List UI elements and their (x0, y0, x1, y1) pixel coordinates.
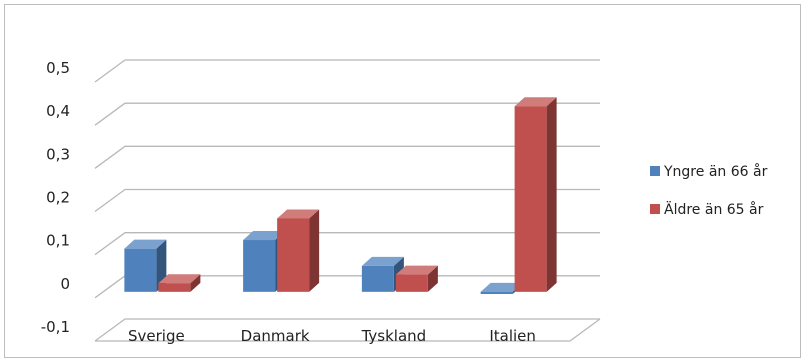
x-tick-label: Sverige (128, 327, 185, 345)
x-tick-label: Italien (489, 327, 536, 345)
bar-side (427, 265, 438, 292)
bar-side (309, 209, 320, 292)
bar-top (124, 239, 167, 249)
x-tick-label: Tyskland (361, 327, 427, 345)
y-tick-label: 0,5 (46, 59, 70, 77)
bar-top (277, 209, 320, 219)
gridline (94, 102, 600, 126)
y-tick-label: -0,1 (41, 318, 70, 336)
bar (395, 274, 428, 292)
legend-swatch (650, 166, 660, 176)
bar-top (395, 265, 438, 275)
y-tick-label: 0,4 (46, 102, 70, 120)
legend-swatch (650, 204, 660, 214)
bar-side (546, 97, 557, 292)
y-tick-label: 0,1 (46, 232, 70, 250)
gridline (94, 59, 600, 83)
bar (480, 291, 513, 294)
bar (277, 218, 310, 292)
bar-top (480, 282, 523, 292)
legend-entry: Äldre än 65 år (664, 200, 764, 218)
bar-top (361, 256, 404, 266)
bar-top (514, 97, 557, 107)
bar-side (190, 274, 201, 292)
bar-top (243, 231, 286, 241)
legend-entry: Yngre än 66 år (663, 163, 768, 180)
gridline (94, 145, 600, 169)
bar (361, 265, 394, 292)
gridline (94, 188, 600, 213)
y-tick-label: 0,2 (46, 189, 70, 207)
bar (243, 240, 276, 292)
floor-edge (95, 318, 601, 342)
gridline (94, 318, 600, 342)
bar (158, 283, 191, 292)
x-tick-label: Danmark (241, 327, 310, 345)
gridline (94, 232, 600, 256)
y-tick-label: 0,3 (46, 145, 70, 163)
y-tick-label: 0 (60, 275, 70, 293)
bar (514, 106, 547, 292)
chart-frame (4, 4, 801, 358)
bar (124, 248, 157, 292)
bar-top (158, 274, 201, 284)
